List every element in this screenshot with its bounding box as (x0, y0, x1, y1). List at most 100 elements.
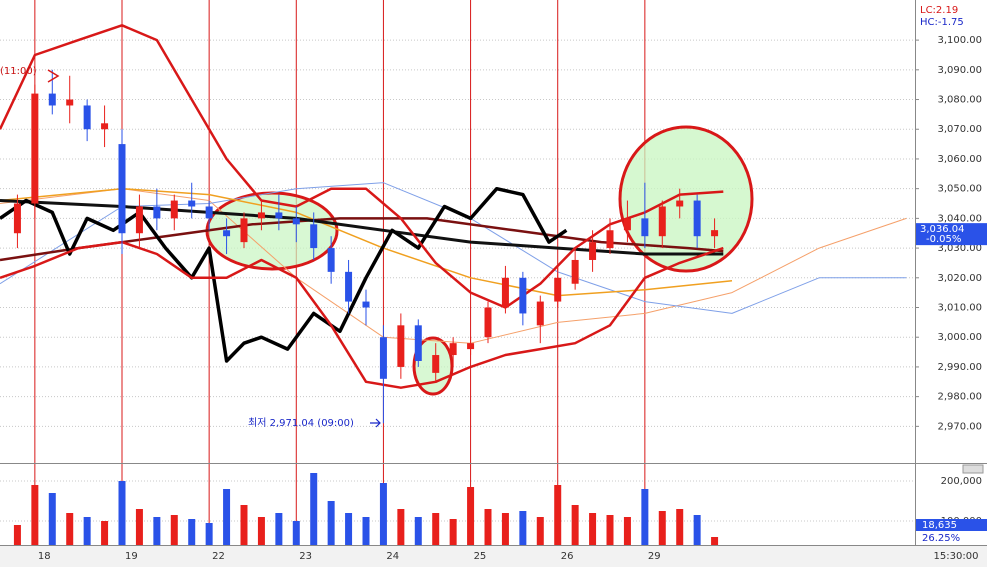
volume-tick-label: 200,000 (941, 476, 982, 487)
candle-body (536, 301, 544, 326)
candle-body (188, 200, 196, 207)
candle-body (153, 206, 161, 219)
volume-bar (170, 515, 178, 545)
candle-body (101, 123, 109, 130)
volume-bar (501, 513, 509, 545)
time-label: 15:30:00 (934, 551, 979, 562)
last-volume-label: 18,635 (922, 520, 957, 531)
volume-bar (13, 525, 21, 545)
candle-body (571, 259, 579, 284)
x-tick-label: 19 (125, 551, 138, 562)
candle-body (83, 105, 91, 130)
annotation: (11:00) (0, 66, 37, 77)
candle-body (240, 218, 248, 243)
volume-layer (13, 473, 719, 545)
volume-bar (519, 511, 527, 545)
last-price-label: 3,036.04 (920, 224, 965, 235)
y-tick-label: 2,970.00 (937, 421, 982, 432)
candle-body (519, 277, 527, 314)
volume-bar (693, 515, 701, 545)
last-change-label: -0.05% (926, 234, 961, 245)
x-tick-label: 26 (561, 551, 574, 562)
candle-body (676, 200, 684, 207)
y-tick-label: 3,020.00 (937, 273, 982, 284)
candle-body (658, 206, 666, 237)
label-layer: LC:2.19 HC:-1.75 (11:00) 최저 2,971.04 (09… (0, 5, 987, 562)
candle-body (432, 355, 440, 373)
candle-body (48, 93, 56, 106)
last-volume-box (916, 519, 987, 531)
candle-body (223, 230, 231, 237)
x-tick-label: 18 (38, 551, 51, 562)
volume-bar (135, 509, 143, 545)
candle-body (711, 230, 719, 237)
indicator-label: LC:2.19 (920, 5, 958, 16)
volume-bar (676, 509, 684, 545)
annotation-arrow (47, 69, 60, 83)
volume-bar (223, 489, 231, 545)
overlay-line (0, 199, 724, 256)
volume-bar (66, 513, 74, 545)
x-tick-label: 25 (474, 551, 487, 562)
candle-body (205, 206, 213, 219)
candle-body (693, 200, 701, 237)
y-tick-label: 3,050.00 (937, 184, 982, 195)
x-axis-band (0, 546, 987, 567)
y-tick-label: 2,980.00 (937, 392, 982, 403)
volume-bar (484, 509, 492, 545)
candle-body (641, 218, 649, 237)
volume-bar (240, 505, 248, 545)
overlay-line (0, 240, 724, 389)
annotation: 최저 2,971.04 (09:00) (248, 417, 354, 429)
volume-bar (292, 521, 300, 545)
volume-bar (641, 489, 649, 545)
candle-body (275, 212, 283, 219)
overlay-line (0, 24, 724, 309)
candle-body (118, 144, 126, 234)
volume-bar (467, 487, 475, 545)
volume-bar (432, 513, 440, 545)
panel-button[interactable] (962, 464, 984, 474)
candle-body (397, 325, 405, 367)
candle-body (327, 248, 335, 272)
volume-bar (449, 519, 457, 545)
candle-body (449, 343, 457, 356)
volume-bar (554, 485, 562, 545)
volume-bar (362, 517, 370, 545)
volume-ratio-label: 26.25% (922, 533, 960, 544)
annotation-arrow (370, 418, 381, 428)
candle-body (362, 301, 370, 308)
candle-body (310, 224, 318, 249)
candle-body (623, 218, 631, 231)
x-tick-label: 24 (386, 551, 399, 562)
candle-body (589, 242, 597, 260)
candle-body (345, 271, 353, 302)
volume-bar (711, 537, 719, 545)
x-tick-label: 23 (299, 551, 312, 562)
candle-body (414, 325, 422, 361)
volume-bar (606, 515, 614, 545)
volume-bar (153, 517, 161, 545)
volume-bar (188, 519, 196, 545)
candle-body (31, 93, 39, 204)
volume-bar (589, 513, 597, 545)
last-price-box (916, 223, 987, 246)
y-tick-label: 2,990.00 (937, 362, 982, 373)
candle-body (13, 203, 21, 234)
x-tick-label: 22 (212, 551, 225, 562)
y-tick-label: 3,010.00 (937, 303, 982, 314)
candle-body (501, 277, 509, 308)
volume-bar (101, 521, 109, 545)
volume-bar (257, 517, 265, 545)
volume-bar (48, 493, 56, 545)
volume-bar (571, 505, 579, 545)
y-tick-label: 3,060.00 (937, 154, 982, 165)
volume-bar (379, 483, 387, 545)
highlight-ellipse (618, 125, 754, 273)
volume-bar (275, 513, 283, 545)
volume-bar (536, 517, 544, 545)
candle-body (257, 212, 265, 219)
x-tick-label: 29 (648, 551, 661, 562)
